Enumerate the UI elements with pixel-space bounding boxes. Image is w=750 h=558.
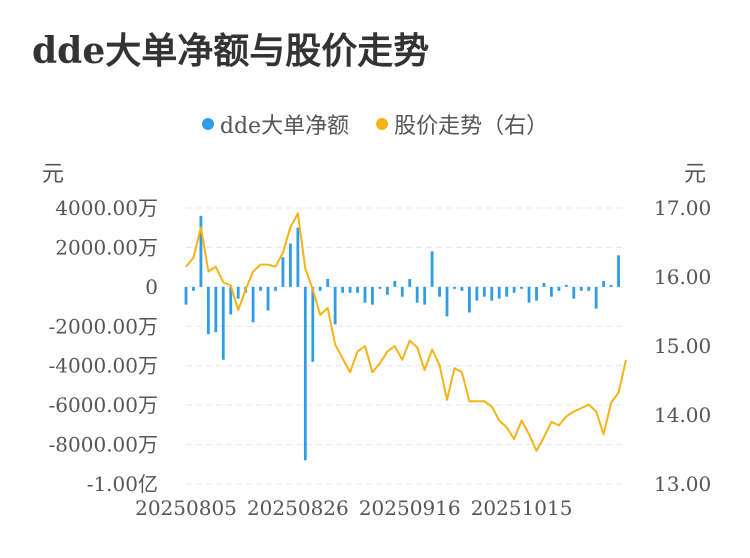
dde-bar [259, 286, 262, 291]
dde-bar [400, 286, 404, 297]
dde-bar [467, 286, 471, 313]
dde-bar [303, 286, 307, 461]
dde-bar [333, 286, 337, 325]
x-tick-label: 20250805 [135, 496, 237, 520]
dde-bar [445, 286, 449, 317]
left-tick-label: -1.00亿 [87, 472, 158, 496]
dde-bar [221, 286, 225, 360]
dde-bar [363, 286, 367, 303]
left-tick-label: 0 [145, 275, 158, 299]
dde-bar [609, 284, 613, 287]
dde-bar [482, 286, 486, 297]
dde-bar [408, 278, 412, 287]
dde-bar [497, 286, 501, 299]
dde-bar [564, 284, 568, 287]
dde-bar [236, 286, 240, 299]
legend-dot-price [376, 118, 389, 130]
dde-bar [311, 286, 315, 362]
dde-bar [602, 280, 606, 287]
dde-bar [274, 286, 277, 291]
left-tick-label: -6000.00万 [49, 393, 158, 417]
x-tick-label: 20250826 [247, 496, 349, 520]
dde-bar [192, 286, 195, 291]
right-tick-label: 17.00 [654, 196, 711, 220]
dde-bar [341, 286, 345, 293]
right-tick-label: 14.00 [654, 403, 711, 427]
dde-bar [326, 278, 330, 287]
left-axis-unit: 元 [42, 162, 65, 187]
legend-label-price: 股价走势（右） [394, 114, 549, 139]
dde-bar [512, 286, 516, 293]
left-tick-label: -4000.00万 [49, 354, 158, 378]
dde-bar [385, 286, 389, 295]
dde-bar [520, 286, 523, 289]
dde-bar [289, 243, 292, 287]
dde-bar [505, 286, 509, 297]
dde-bar [453, 286, 456, 289]
right-tick-label: 15.00 [654, 334, 711, 358]
x-tick-label: 20251015 [471, 496, 573, 520]
dde-bar [281, 257, 285, 287]
dde-bar [617, 255, 620, 287]
right-tick-label: 13.00 [654, 472, 711, 496]
legend-label-dde: dde大单净额 [219, 114, 350, 139]
dde-bar [378, 286, 382, 289]
dde-bar [475, 286, 479, 301]
dde-bar [423, 286, 427, 305]
chart-title: dde大单净额与股价走势 [32, 30, 430, 72]
left-tick-label: 4000.00万 [55, 196, 158, 220]
legend-dot-dde [201, 118, 214, 130]
legend: dde大单净额 股价走势（右） [0, 108, 750, 140]
dde-bar [572, 286, 576, 299]
dde-bar [438, 286, 441, 297]
dde-bar [251, 286, 255, 323]
dde-bar [594, 286, 598, 309]
x-tick-label: 20250916 [359, 496, 461, 520]
left-tick-label: -2000.00万 [49, 314, 158, 338]
legend-item-price[interactable]: 股价走势（右） [376, 108, 548, 140]
dde-bar [535, 286, 538, 301]
dde-bar [393, 280, 397, 287]
dde-bar [296, 227, 300, 287]
price-line [185, 212, 627, 452]
left-tick-label: -8000.00万 [49, 433, 158, 457]
dde-bar [266, 286, 270, 311]
dde-bar [579, 286, 583, 291]
dde-bar [199, 215, 203, 287]
dde-bar [490, 286, 494, 301]
dde-bar [460, 286, 464, 291]
dde-bar [430, 251, 434, 287]
dde-bar [587, 286, 591, 291]
dde-bar [557, 286, 561, 291]
dde-bar [550, 286, 553, 297]
right-axis-unit: 元 [684, 162, 707, 187]
dde-bar [206, 286, 210, 335]
dde-bar [348, 286, 352, 293]
dde-bar [542, 282, 546, 287]
dde-bar [415, 286, 419, 303]
legend-item-dde[interactable]: dde大单净额 [201, 108, 350, 140]
dde-bar [184, 286, 188, 305]
dde-bar [214, 286, 218, 333]
dde-bar [318, 286, 322, 291]
right-tick-label: 16.00 [654, 265, 711, 289]
dde-bar [527, 286, 531, 303]
dde-bar [229, 286, 233, 315]
left-tick-label: 2000.00万 [55, 235, 158, 259]
dde-bar [371, 286, 374, 305]
dde-bar [356, 286, 359, 293]
